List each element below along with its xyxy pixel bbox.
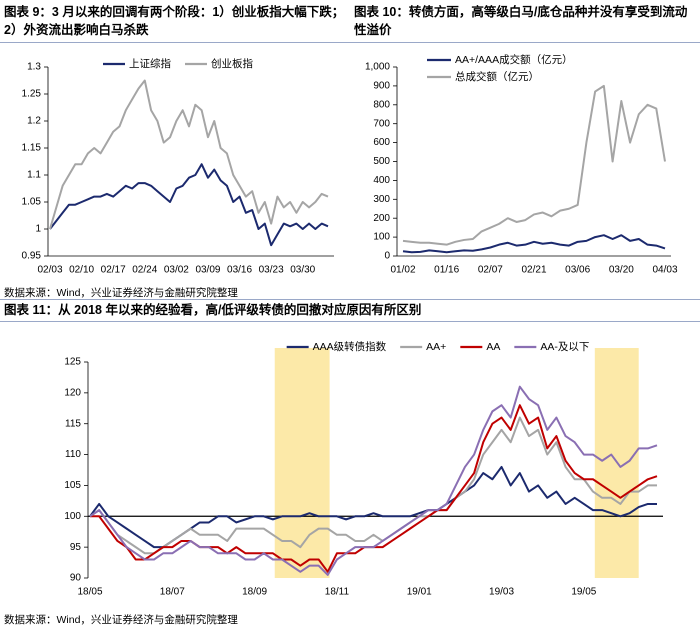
- x-tick-label: 03/06: [565, 265, 590, 276]
- y-tick-label: 1,000: [365, 62, 390, 73]
- x-tick-label: 02/21: [521, 265, 546, 276]
- y-tick-label: 300: [373, 194, 390, 205]
- figure-title: 图表 11：从 2018 年以来的经验看，高/低评级转债的回撤对应原因有所区别: [4, 303, 422, 317]
- y-tick-label: 115: [65, 418, 81, 429]
- series-line: [89, 416, 657, 555]
- source-note: 数据来源：Wind，兴业证券经济与金融研究院整理: [4, 614, 238, 626]
- x-tick-label: 02/07: [478, 265, 503, 276]
- x-tick-label: 03/09: [195, 265, 220, 276]
- y-tick-label: 400: [373, 175, 390, 186]
- x-tick-label: 02/24: [132, 265, 157, 276]
- x-tick-label: 18/09: [242, 587, 267, 598]
- chart: 90 95 100 105 110 115 120 125 18/05 18/07 18/09 18/…: [64, 340, 663, 598]
- legend-label: AA+: [426, 341, 446, 353]
- series-line: [402, 84, 666, 246]
- y-tick-label: 800: [373, 99, 390, 110]
- x-tick-label: 03/02: [164, 265, 189, 276]
- x-tick-label: 03/20: [609, 265, 634, 276]
- series-line: [49, 163, 329, 247]
- x-tick-label: 02/17: [101, 265, 126, 276]
- x-tick-label: 01/02: [390, 265, 415, 276]
- legend-label: AA-及以下: [540, 341, 589, 353]
- y-tick-label: 600: [373, 137, 390, 148]
- x-tick-label: 19/05: [571, 587, 596, 598]
- legend-label: AA+/AAA成交额（亿元）: [455, 53, 573, 66]
- x-tick-label: 18/05: [77, 587, 102, 598]
- y-tick-label: 1.15: [22, 143, 42, 154]
- y-tick-label: 105: [64, 480, 81, 491]
- divider: [0, 42, 700, 43]
- y-tick-label: 1.05: [22, 197, 42, 208]
- legend-label: AA: [486, 341, 500, 353]
- x-tick-label: 02/03: [37, 265, 62, 276]
- y-tick-label: 125: [64, 357, 81, 368]
- x-tick-label: 19/03: [489, 587, 514, 598]
- x-tick-label: 03/23: [259, 265, 284, 276]
- x-tick-label: 19/01: [407, 587, 432, 598]
- y-tick-label: 1.3: [27, 62, 41, 73]
- x-tick-label: 03/16: [227, 265, 252, 276]
- figure-title: 图表 9：3 月以来的回调有两个阶段：1）创业板指大幅下跌；2）外资流出影响白马…: [4, 5, 345, 37]
- legend-label: 总成交额（亿元）: [455, 70, 539, 83]
- y-tick-label: 900: [373, 81, 390, 92]
- x-tick-label: 18/11: [325, 587, 350, 598]
- y-tick-label: 100: [64, 511, 81, 522]
- legend-label: AAA级转债指数: [313, 340, 387, 353]
- y-tick-label: 100: [373, 232, 390, 243]
- legend-label: 创业板指: [211, 57, 253, 70]
- y-tick-label: 1.1: [27, 170, 41, 181]
- y-tick-label: 0.95: [22, 251, 42, 262]
- y-tick-label: 700: [373, 118, 390, 129]
- chart: 0.95 1 1.05 1.1 1.15 1.2 1.25 1.3 02/03 02/10 02/1…: [22, 57, 334, 276]
- y-tick-label: 500: [373, 156, 390, 167]
- legend-label: 上证综指: [129, 57, 171, 70]
- chart: 0 100 200 300 400 500 600 700 800 900 1,000 01/02 01…: [365, 53, 678, 276]
- source-note: 数据来源：Wind，兴业证券经济与金融研究院整理: [4, 287, 238, 299]
- divider: [0, 299, 700, 300]
- figure-title: 图表 10：转债方面，高等级白马/底仓品种并没有享受到流动性溢价: [354, 5, 688, 37]
- series-line: [49, 79, 329, 230]
- y-tick-label: 95: [70, 542, 82, 553]
- x-tick-label: 02/10: [69, 265, 94, 276]
- x-tick-label: 03/30: [290, 265, 315, 276]
- x-tick-label: 04/03: [652, 265, 677, 276]
- x-tick-label: 01/16: [434, 265, 459, 276]
- y-tick-label: 90: [70, 573, 82, 584]
- y-tick-label: 200: [373, 213, 390, 224]
- series-line: [402, 234, 666, 254]
- series-line: [89, 385, 658, 576]
- y-tick-label: 1.25: [22, 89, 42, 100]
- y-tick-label: 0: [384, 251, 390, 262]
- y-tick-label: 1: [35, 224, 41, 235]
- y-tick-label: 110: [65, 449, 81, 460]
- y-tick-label: 1.2: [27, 116, 41, 127]
- divider: [0, 321, 700, 322]
- highlight-band: [274, 348, 330, 578]
- x-tick-label: 18/07: [160, 587, 185, 598]
- y-tick-label: 120: [64, 387, 81, 398]
